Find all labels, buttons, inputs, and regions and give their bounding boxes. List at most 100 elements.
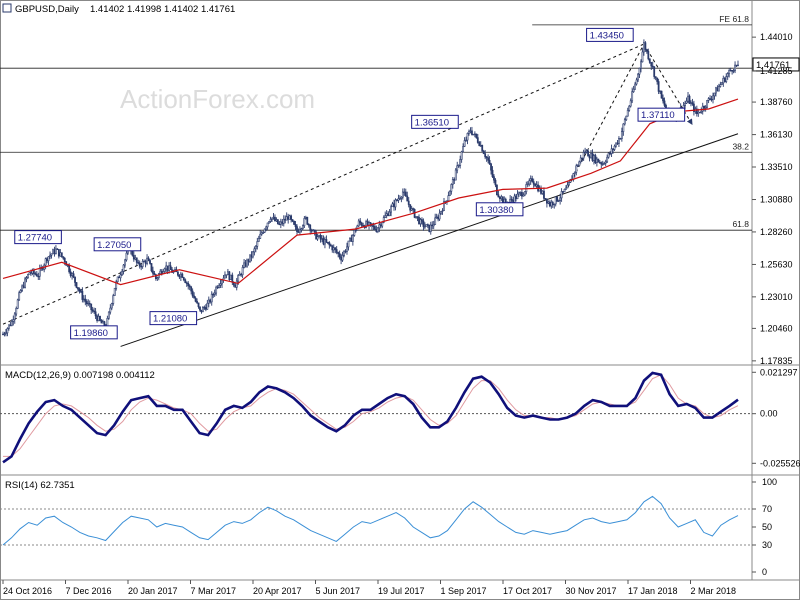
candle-body — [240, 273, 243, 276]
candle-body — [179, 273, 182, 278]
candle-body — [218, 285, 220, 288]
candle-body — [635, 79, 638, 85]
candle-body — [297, 231, 300, 233]
candle-body — [559, 197, 562, 201]
candle-body — [193, 295, 196, 299]
candle-body — [357, 220, 360, 227]
candle-body — [313, 229, 316, 233]
candle-body — [268, 221, 270, 224]
candle-body — [38, 268, 41, 277]
candle-body — [132, 254, 135, 260]
price-tick-label: 1.23010 — [760, 292, 793, 302]
candle-body — [316, 236, 319, 240]
candle-body — [228, 271, 231, 280]
candle-body — [196, 301, 198, 304]
candle-body — [684, 102, 686, 106]
candle-body — [612, 148, 614, 150]
candle-body — [473, 133, 476, 136]
rsi-line — [2, 495, 739, 546]
candle-body — [185, 282, 188, 284]
candle-body — [326, 241, 329, 244]
candle-body — [622, 123, 625, 132]
candle-body — [521, 191, 523, 197]
candle-body — [545, 198, 548, 204]
candle-body — [462, 146, 465, 153]
price-annotation-box — [14, 230, 62, 245]
candle-body — [78, 288, 81, 292]
watermark: ActionForex.com — [120, 84, 315, 114]
candle-body — [456, 165, 459, 171]
candle-body — [35, 273, 38, 277]
candle-body — [532, 181, 535, 185]
candle-body — [135, 257, 138, 263]
candle-body — [350, 237, 353, 242]
candle-body — [498, 196, 501, 199]
rsi-tick-label: 30 — [762, 540, 772, 550]
candle-body — [225, 274, 228, 276]
candle-body — [138, 262, 141, 267]
candle-body — [235, 280, 238, 288]
price-annotation-label: 1.43450 — [590, 30, 624, 41]
candle-body — [341, 255, 344, 261]
candle-body — [406, 195, 409, 202]
candle-body — [72, 273, 75, 278]
candle-body — [22, 285, 25, 288]
candle-body — [388, 211, 391, 216]
candle-body — [609, 152, 612, 155]
candle-body — [585, 150, 588, 153]
price-tick-label: 1.20460 — [760, 323, 793, 333]
candle-body — [598, 161, 601, 164]
candle-body — [454, 169, 457, 181]
candle-body — [160, 270, 163, 274]
candle-body — [16, 299, 19, 309]
candle-body — [237, 275, 240, 282]
candle-body — [99, 316, 101, 321]
candle-body — [626, 109, 629, 117]
candle-body — [215, 286, 218, 294]
candle-body — [324, 239, 326, 245]
candle-body — [418, 217, 420, 225]
candle-body — [522, 194, 525, 197]
candle-body — [603, 162, 606, 165]
candle-body — [322, 238, 325, 245]
candle-body — [662, 97, 664, 102]
price-annotation-label: 1.19860 — [74, 328, 108, 339]
candle-body — [512, 199, 514, 203]
candle-body — [288, 215, 291, 220]
candle-body — [731, 70, 734, 72]
candle-body — [247, 259, 250, 262]
candle-body — [695, 108, 698, 115]
candle-body — [347, 240, 350, 248]
candle-body — [252, 251, 254, 258]
macd-tick-label: 0.00 — [760, 409, 778, 419]
rsi-tick-label: 0 — [762, 567, 767, 577]
candle-body — [27, 273, 29, 279]
candle-body — [516, 193, 519, 200]
candle-body — [359, 220, 362, 224]
candle-body — [563, 188, 566, 193]
candle-body — [354, 230, 357, 232]
candle-body — [493, 176, 495, 181]
candle-body — [471, 130, 473, 135]
candle-body — [640, 61, 642, 69]
price-tick-label: 1.28260 — [760, 227, 793, 237]
candle-body — [472, 133, 475, 136]
candle-body — [513, 195, 516, 203]
candle-body — [152, 270, 154, 274]
candle-body — [85, 301, 88, 305]
candle-body — [648, 58, 651, 63]
candle-body — [481, 145, 484, 152]
candle-body — [534, 183, 537, 187]
macd-title: MACD(12,26,9) 0.007198 0.004112 — [5, 370, 155, 381]
price-annotation-label: 1.36510 — [415, 117, 449, 128]
candle-body — [150, 263, 153, 272]
candle-body — [426, 224, 429, 226]
fib-level-label: FE 61.8 — [719, 14, 749, 24]
candle-body — [725, 76, 728, 82]
candle-body — [118, 276, 121, 279]
candle-body — [6, 328, 9, 334]
candle-body — [543, 190, 545, 199]
candle-body — [187, 283, 190, 287]
price-annotation-label: 1.27050 — [97, 240, 131, 251]
support-trendline — [120, 133, 739, 347]
